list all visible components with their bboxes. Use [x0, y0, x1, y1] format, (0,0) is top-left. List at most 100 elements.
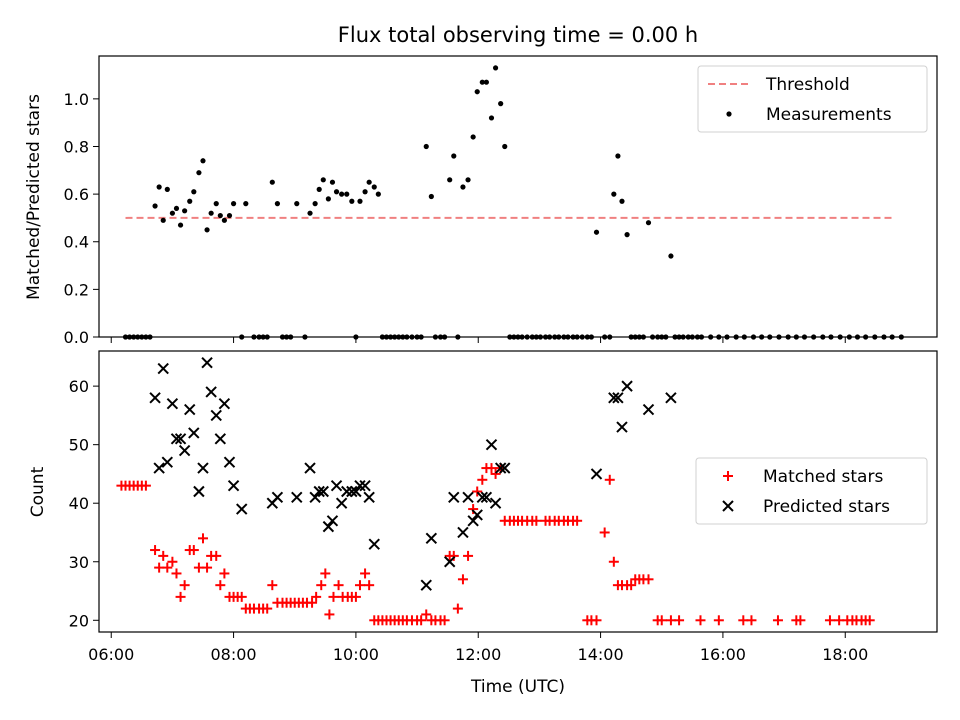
measurement-point	[204, 227, 210, 233]
matched-star-point	[695, 615, 706, 626]
legend-predicted-swatch	[722, 500, 734, 512]
measurement-point	[156, 184, 162, 190]
predicted-star-point	[271, 491, 284, 504]
matched-star-point	[262, 603, 273, 614]
measurement-point	[502, 143, 508, 150]
predicted-star-point	[368, 538, 380, 550]
predicted-star-point	[326, 515, 339, 527]
x-tick-label: 14:00	[578, 645, 624, 664]
matched-star-point	[179, 580, 190, 591]
measurement-point	[645, 220, 652, 226]
predicted-star-point	[223, 456, 236, 468]
x-tick-label: 08:00	[211, 645, 257, 664]
measurement-point	[217, 212, 223, 219]
measurement-point	[274, 201, 281, 207]
predicted-star-point	[480, 491, 493, 504]
predicted-star-point	[448, 491, 460, 504]
measurement-point	[196, 170, 202, 176]
matched-star-point	[486, 463, 497, 474]
predicted-star-point	[214, 433, 227, 445]
matched-star-point	[354, 580, 365, 591]
measurement-point	[593, 229, 600, 235]
chart-title: Flux total observing time = 0.00 h	[338, 23, 698, 47]
top-x-ticks	[110, 337, 846, 343]
y-tick-label: 30	[69, 553, 89, 572]
matched-star-point	[643, 574, 654, 585]
y-tick-label: 0.6	[64, 185, 89, 204]
matched-star-point	[236, 591, 247, 602]
matched-star-point	[457, 574, 468, 585]
measurement-point	[483, 79, 489, 85]
measurement-point	[447, 177, 453, 183]
predicted-star-point	[420, 579, 432, 591]
y-tick-label: 40	[69, 494, 89, 513]
measurement-point	[325, 196, 331, 202]
bottom-axes-frame	[98, 350, 938, 633]
y-tick-label: 20	[69, 611, 89, 630]
y-tick-label: 1.0	[64, 90, 89, 109]
measurement-point	[182, 208, 188, 214]
matched-star-point	[311, 591, 322, 602]
predicted-star-point	[313, 485, 325, 498]
legend-matched-swatch	[723, 471, 733, 481]
matched-star-point	[188, 545, 199, 556]
predicted-star-point	[359, 479, 371, 492]
predicted-star-point	[443, 556, 456, 568]
matched-star-point	[197, 533, 208, 544]
matched-star-point	[824, 615, 835, 626]
matched-star-point	[746, 615, 757, 626]
predicted-star-point	[188, 427, 200, 439]
matched-star-point	[772, 615, 783, 626]
predicted-star-point	[157, 362, 169, 375]
predicted-star-point	[335, 497, 348, 509]
measurement-point	[173, 205, 180, 212]
matched-star-point	[162, 562, 173, 573]
x-tick-label: 16:00	[700, 645, 746, 664]
measurement-point	[611, 191, 617, 197]
matched-star-point	[416, 615, 427, 626]
matched-star-point	[267, 580, 278, 591]
matched-star-point	[626, 580, 637, 591]
measurement-point	[492, 65, 499, 71]
measurement-point	[428, 193, 434, 200]
measurement-point	[488, 115, 495, 121]
x-tick-label: 18:00	[822, 645, 868, 664]
predicted-star-point	[363, 491, 375, 504]
matched-star-point	[364, 580, 375, 591]
measurement-point	[243, 201, 249, 207]
y-tick-label: 0.4	[64, 233, 89, 252]
measurement-point	[329, 179, 336, 185]
top-y-axis-label: Matched/Predicted stars	[24, 94, 44, 300]
matched-star-point	[320, 568, 331, 579]
matched-star-point	[324, 609, 335, 620]
bottom-y-ticks: 20 30 40 50 60	[69, 377, 99, 630]
predicted-star-point	[341, 485, 353, 498]
matched-star-point	[713, 615, 724, 626]
matched-star-point	[477, 474, 488, 485]
matched-star-point	[656, 615, 667, 626]
legend-measurements-label: Measurements	[766, 105, 892, 125]
legend-matched-label: Matched stars	[763, 467, 883, 487]
measurement-point	[152, 203, 158, 209]
measurement-point	[269, 179, 275, 185]
measurement-point	[226, 212, 233, 219]
predicted-star-point	[184, 403, 196, 416]
measurement-point	[349, 198, 355, 204]
predicted-star-point	[170, 433, 183, 445]
matched-star-point	[864, 615, 875, 626]
predicted-star-point	[499, 462, 511, 474]
matched-star-point	[171, 568, 182, 579]
matched-star-point	[674, 615, 685, 626]
predicted-star-point	[322, 520, 335, 533]
measurement-point	[668, 253, 674, 259]
predicted-star-point	[485, 438, 498, 451]
bottom-x-ticks: 06:00 08:00 10:00 12:00 14:00 16:00 18:00	[88, 632, 868, 664]
bottom-legend: Matched stars Predicted stars	[695, 457, 928, 525]
matched-star-point	[215, 580, 226, 591]
bottom-y-axis-label: Count	[28, 466, 48, 517]
measurement-point	[307, 210, 313, 216]
measurement-point	[294, 201, 300, 207]
predicted-star-point	[304, 462, 316, 474]
measurement-point	[451, 153, 457, 159]
measurement-point	[624, 232, 630, 238]
